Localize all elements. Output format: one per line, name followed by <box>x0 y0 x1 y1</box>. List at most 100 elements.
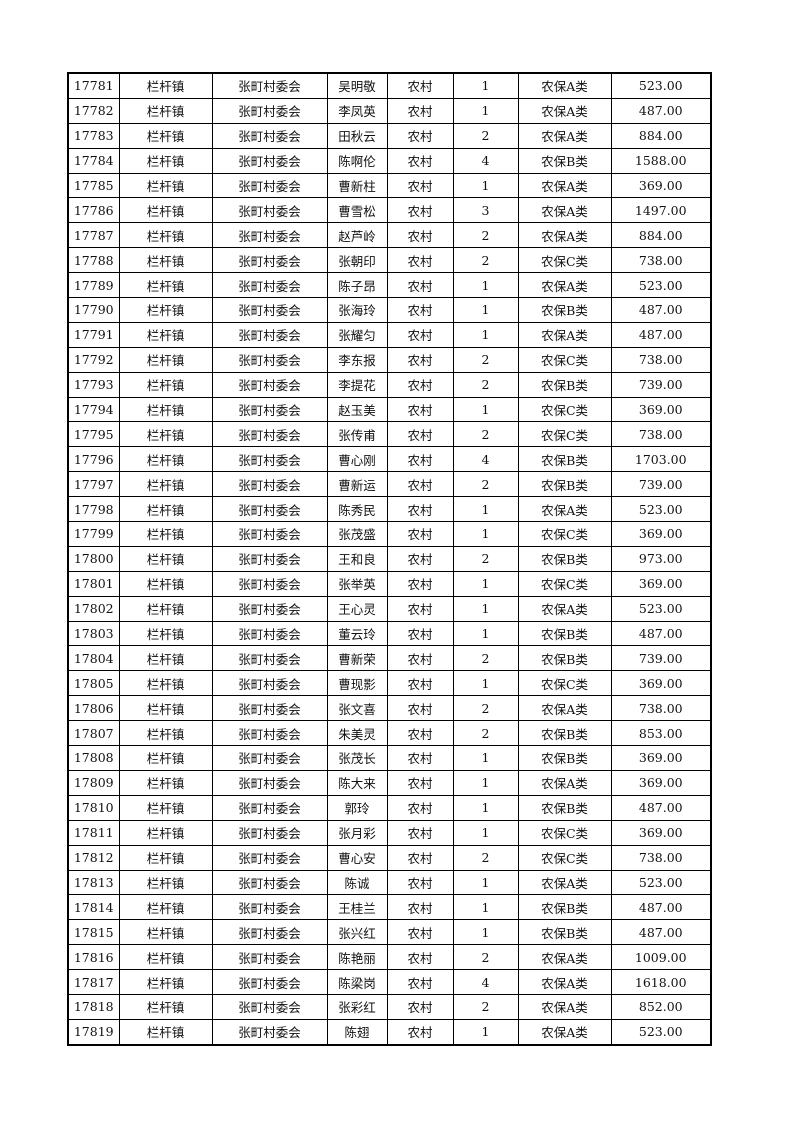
name-cell: 吴明敬 <box>326 72 388 99</box>
town-cell: 栏杆镇 <box>118 272 213 299</box>
amount-cell: 738.00 <box>610 346 712 373</box>
serial-number-cell: 17782 <box>67 97 120 124</box>
serial-number-cell: 17807 <box>67 720 120 747</box>
town-cell: 栏杆镇 <box>118 222 213 249</box>
table-row: 17815 栏杆镇 张町村委会 张兴红 农村 1 农保B类 487.00 <box>67 919 712 946</box>
insurance-category-cell: 农保B类 <box>517 919 612 946</box>
amount-cell: 487.00 <box>610 894 712 921</box>
serial-number-cell: 17788 <box>67 247 120 274</box>
member-count-cell: 1 <box>452 321 519 348</box>
town-cell: 栏杆镇 <box>118 371 213 398</box>
village-committee-cell: 张町村委会 <box>211 321 328 348</box>
insurance-category-cell: 农保C类 <box>517 844 612 871</box>
serial-number-cell: 17814 <box>67 894 120 921</box>
amount-cell: 884.00 <box>610 222 712 249</box>
name-cell: 陈子昂 <box>326 272 388 299</box>
serial-number-cell: 17809 <box>67 769 120 796</box>
table-row: 17812 栏杆镇 张町村委会 曹心安 农村 2 农保C类 738.00 <box>67 844 712 871</box>
insurance-category-cell: 农保C类 <box>517 819 612 846</box>
serial-number-cell: 17804 <box>67 645 120 672</box>
household-type-cell: 农村 <box>386 993 454 1020</box>
town-cell: 栏杆镇 <box>118 147 213 174</box>
table-row: 17787 栏杆镇 张町村委会 赵芦岭 农村 2 农保A类 884.00 <box>67 222 712 249</box>
village-committee-cell: 张町村委会 <box>211 545 328 572</box>
insurance-category-cell: 农保A类 <box>517 172 612 199</box>
village-committee-cell: 张町村委会 <box>211 794 328 821</box>
household-type-cell: 农村 <box>386 371 454 398</box>
serial-number-cell: 17801 <box>67 570 120 597</box>
household-type-cell: 农村 <box>386 421 454 448</box>
town-cell: 栏杆镇 <box>118 545 213 572</box>
town-cell: 栏杆镇 <box>118 97 213 124</box>
table-row: 17809 栏杆镇 张町村委会 陈大来 农村 1 农保A类 369.00 <box>67 769 712 796</box>
member-count-cell: 2 <box>452 944 519 971</box>
village-committee-cell: 张町村委会 <box>211 844 328 871</box>
amount-cell: 1618.00 <box>610 969 712 995</box>
amount-cell: 973.00 <box>610 545 712 572</box>
amount-cell: 1009.00 <box>610 944 712 971</box>
insurance-category-cell: 农保A类 <box>517 869 612 896</box>
amount-cell: 738.00 <box>610 844 712 871</box>
village-committee-cell: 张町村委会 <box>211 172 328 199</box>
household-type-cell: 农村 <box>386 944 454 971</box>
household-type-cell: 农村 <box>386 620 454 647</box>
member-count-cell: 2 <box>452 346 519 373</box>
town-cell: 栏杆镇 <box>118 869 213 896</box>
village-committee-cell: 张町村委会 <box>211 944 328 971</box>
amount-cell: 884.00 <box>610 122 712 149</box>
member-count-cell: 1 <box>452 172 519 199</box>
serial-number-cell: 17813 <box>67 869 120 896</box>
serial-number-cell: 17781 <box>67 72 120 99</box>
name-cell: 陈艳丽 <box>326 944 388 971</box>
serial-number-cell: 17812 <box>67 844 120 871</box>
amount-cell: 487.00 <box>610 297 712 323</box>
insurance-category-cell: 农保A类 <box>517 97 612 124</box>
village-committee-cell: 张町村委会 <box>211 819 328 846</box>
insurance-category-cell: 农保B类 <box>517 794 612 821</box>
insurance-category-cell: 农保C类 <box>517 396 612 423</box>
town-cell: 栏杆镇 <box>118 670 213 697</box>
member-count-cell: 2 <box>452 993 519 1020</box>
insurance-category-cell: 农保A类 <box>517 969 612 995</box>
member-count-cell: 2 <box>452 222 519 249</box>
amount-cell: 369.00 <box>610 521 712 547</box>
household-type-cell: 农村 <box>386 969 454 995</box>
village-committee-cell: 张町村委会 <box>211 869 328 896</box>
amount-cell: 739.00 <box>610 645 712 672</box>
serial-number-cell: 17790 <box>67 297 120 323</box>
town-cell: 栏杆镇 <box>118 496 213 523</box>
amount-cell: 523.00 <box>610 72 712 99</box>
table-row: 17792 栏杆镇 张町村委会 李东报 农村 2 农保C类 738.00 <box>67 346 712 373</box>
table-row: 17810 栏杆镇 张町村委会 郭玲 农村 1 农保B类 487.00 <box>67 794 712 821</box>
name-cell: 赵玉美 <box>326 396 388 423</box>
table-row: 17789 栏杆镇 张町村委会 陈子昂 农村 1 农保A类 523.00 <box>67 272 712 299</box>
member-count-cell: 1 <box>452 496 519 523</box>
household-type-cell: 农村 <box>386 645 454 672</box>
member-count-cell: 1 <box>452 794 519 821</box>
amount-cell: 523.00 <box>610 869 712 896</box>
member-count-cell: 1 <box>452 297 519 323</box>
name-cell: 张月彩 <box>326 819 388 846</box>
amount-cell: 1497.00 <box>610 197 712 224</box>
town-cell: 栏杆镇 <box>118 919 213 946</box>
household-type-cell: 农村 <box>386 521 454 547</box>
village-committee-cell: 张町村委会 <box>211 521 328 547</box>
serial-number-cell: 17818 <box>67 993 120 1020</box>
insurance-category-cell: 农保B类 <box>517 645 612 672</box>
amount-cell: 523.00 <box>610 595 712 622</box>
name-cell: 张文喜 <box>326 695 388 722</box>
serial-number-cell: 17805 <box>67 670 120 697</box>
village-committee-cell: 张町村委会 <box>211 894 328 921</box>
serial-number-cell: 17810 <box>67 794 120 821</box>
member-count-cell: 4 <box>452 446 519 473</box>
name-cell: 曹新运 <box>326 471 388 498</box>
table-row: 17783 栏杆镇 张町村委会 田秋云 农村 2 农保A类 884.00 <box>67 122 712 149</box>
name-cell: 曹心刚 <box>326 446 388 473</box>
household-type-cell: 农村 <box>386 147 454 174</box>
town-cell: 栏杆镇 <box>118 321 213 348</box>
town-cell: 栏杆镇 <box>118 620 213 647</box>
serial-number-cell: 17816 <box>67 944 120 971</box>
name-cell: 曹雪松 <box>326 197 388 224</box>
village-committee-cell: 张町村委会 <box>211 371 328 398</box>
member-count-cell: 1 <box>452 1018 519 1046</box>
